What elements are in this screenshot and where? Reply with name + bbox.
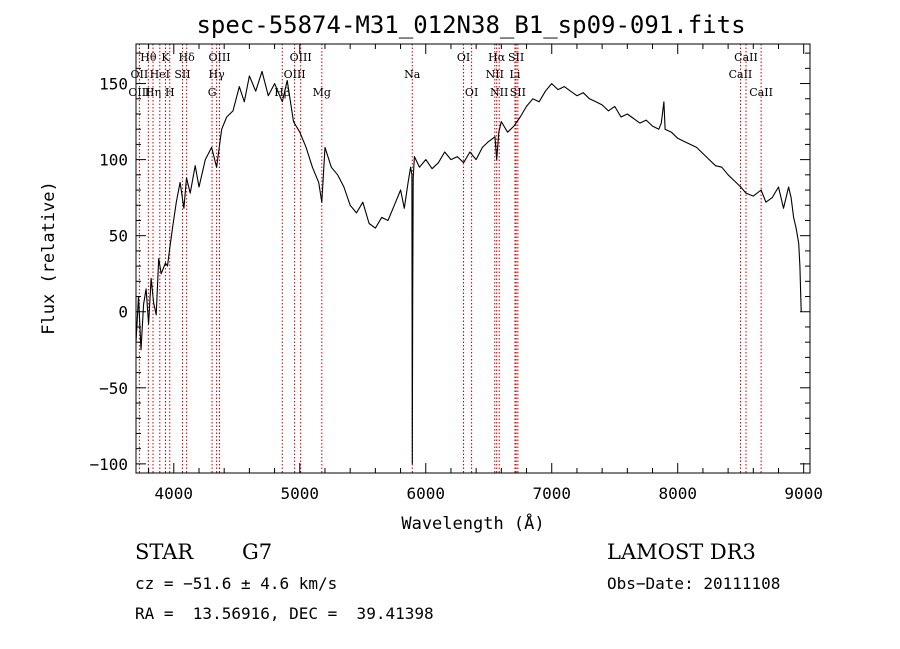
spectral-line-label: SII — [508, 51, 524, 64]
x-tick-label: 9000 — [784, 484, 823, 503]
spectral-line-markers — [138, 44, 762, 473]
spectral-line-label: HeI — [150, 68, 170, 81]
spectral-line-label: CaII — [734, 51, 758, 64]
spectral-line-label: Mg — [313, 86, 331, 99]
coordinates: RA = 13.56916, DEC = 39.41398 — [135, 604, 434, 623]
spectral-line-label: OIII — [284, 68, 306, 81]
spectral-line-label: Hβ — [274, 86, 290, 99]
spectral-line-label: Hθ — [140, 51, 157, 64]
spectral-line-label: Na — [404, 68, 421, 81]
x-tick-label: 6000 — [406, 484, 445, 503]
spectral-line-label: OIII — [290, 51, 312, 64]
x-tick-label: 4000 — [155, 484, 194, 503]
survey-name: LAMOST DR3 — [607, 540, 756, 564]
spectral-line-label: G — [208, 86, 217, 99]
object-class: STAR — [135, 540, 194, 564]
spectral-line-label: Hδ — [179, 51, 196, 64]
chart-title: spec-55874-M31_012N38_B1_sp09-091.fits — [196, 11, 745, 39]
spectral-line-label: OII — [131, 68, 149, 81]
y-tick-label: −100 — [89, 455, 128, 474]
spectral-line-label: Hα — [488, 51, 506, 64]
spectral-line-label: OI — [457, 51, 470, 64]
y-tick-label: 150 — [99, 75, 128, 94]
spectral-line-label: CaII — [729, 68, 753, 81]
spectral-line-label: K — [161, 51, 170, 64]
y-tick-label: 50 — [109, 227, 128, 246]
y-tick-label: −50 — [99, 379, 128, 398]
x-tick-label: 8000 — [658, 484, 697, 503]
y-tick-label: 100 — [99, 151, 128, 170]
y-axis-label: Flux (relative) — [39, 181, 59, 335]
observation-date: Obs−Date: 20111108 — [607, 574, 781, 593]
spectral-line-label: Hγ — [209, 68, 226, 81]
redshift-velocity: cz = −51.6 ± 4.6 km/s — [135, 574, 338, 593]
x-tick-label: 7000 — [532, 484, 571, 503]
plot-frame — [135, 43, 811, 474]
x-tick-label: 5000 — [281, 484, 320, 503]
spectral-line-label: Hη — [145, 86, 161, 99]
spectral-line-label: OIII — [208, 51, 230, 64]
x-axis: 4000 5000 6000 7000 8000 9000 — [148, 44, 823, 503]
spectral-line-label: OIII — [128, 86, 150, 99]
spectral-line-label: OI — [465, 86, 478, 99]
spectral-line-label: NII — [490, 86, 508, 99]
spectral-line-label: NII — [486, 68, 504, 81]
y-axis: −100 −50 0 50 100 150 — [89, 52, 810, 474]
spectral-line-label: CaII — [749, 86, 773, 99]
object-subclass: G7 — [242, 540, 273, 564]
spectral-line-label: H — [165, 86, 175, 99]
spectral-line-label: Li — [510, 68, 521, 81]
x-axis-label: Wavelength (Å) — [401, 512, 544, 534]
spectrum-series — [135, 70, 802, 465]
spectral-line-label: SII — [174, 68, 190, 81]
spectrum-line — [135, 70, 802, 465]
y-tick-label: 0 — [118, 303, 128, 322]
spectral-line-label: SII — [510, 86, 526, 99]
